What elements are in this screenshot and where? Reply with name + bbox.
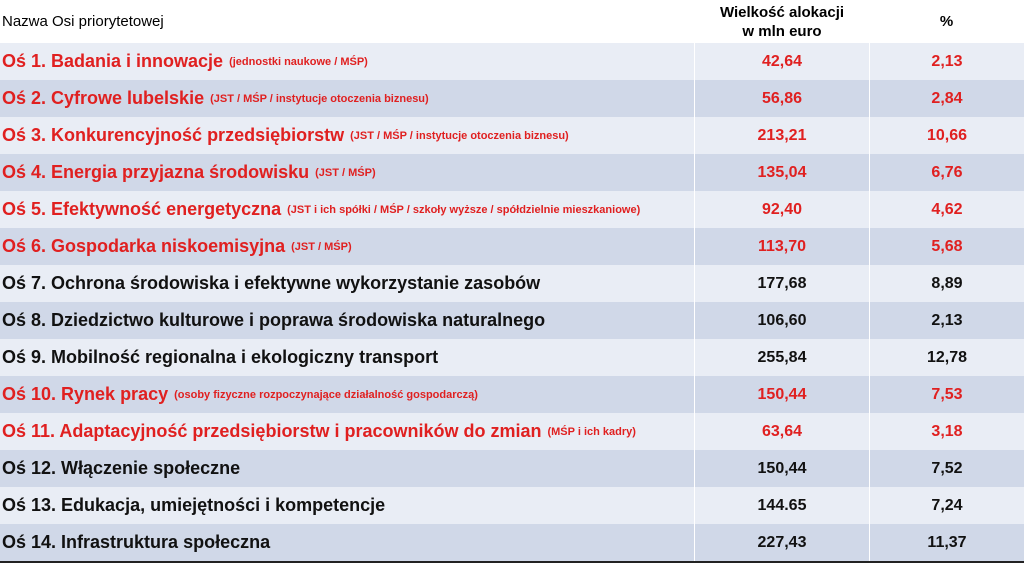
allocation-value: 42,64: [695, 43, 870, 80]
allocation-percent: 3,18: [931, 422, 963, 440]
allocation-percent: 2,84: [931, 89, 963, 107]
axis-name: Oś 12. Włączenie społeczne: [2, 458, 241, 478]
allocation-percent: 7,52: [931, 459, 963, 477]
table-row: Oś 6. Gospodarka niskoemisyjna (JST / MŚP…: [0, 228, 1024, 265]
table-row: Oś 5. Efektywność energetyczna (JST i ich…: [0, 191, 1024, 228]
axis-name-cell: Oś 6. Gospodarka niskoemisyjna (JST / MŚP…: [0, 228, 695, 265]
allocation-percent: 7,53: [931, 385, 963, 403]
table-row: Oś 3. Konkurencyjność przedsiębiorstw (JS…: [0, 117, 1024, 154]
axis-beneficiaries-note: (JST / MŚP): [291, 240, 352, 253]
allocation-value: 144.65: [695, 487, 870, 524]
axis-name: Oś 13. Edukacja, umiejętności i kompeten…: [2, 495, 386, 515]
allocation-value: 106,60: [695, 302, 870, 339]
axis-name-cell: Oś 13. Edukacja, umiejętności i kompeten…: [0, 487, 695, 524]
axis-name-cell: Oś 2. Cyfrowe lubelskie (JST / MŚP / inst…: [0, 80, 695, 117]
axis-name: Oś 1. Badania i innowacje: [2, 51, 224, 71]
axis-beneficiaries-note: (JST i ich spółki / MŚP / szkoły wyższe …: [287, 203, 641, 216]
axis-beneficiaries-note: (JST / MŚP): [315, 166, 376, 179]
allocation-percent: 2,13: [931, 311, 963, 329]
allocation-value: 177,68: [695, 265, 870, 302]
allocation-percent: 10,66: [926, 126, 968, 144]
table-row: Oś 11. Adaptacyjność przedsiębiorstw i p…: [0, 413, 1024, 450]
axis-name: Oś 14. Infrastruktura społeczna: [2, 532, 271, 552]
axis-name-cell: Oś 14. Infrastruktura społeczna: [0, 524, 695, 561]
axis-name-cell: Oś 1. Badania i innowacje (jednostki nauk…: [0, 43, 695, 80]
table-row: Oś 4. Energia przyjazna środowisku (JST /…: [0, 154, 1024, 191]
axis-name-cell: Oś 4. Energia przyjazna środowisku (JST /…: [0, 154, 695, 191]
axis-name: Oś 7. Ochrona środowiska i efektywne wyk…: [2, 273, 541, 293]
axis-beneficiaries-note: (MŚP i ich kadry): [547, 425, 636, 438]
axis-name: Oś 4. Energia przyjazna środowisku: [2, 162, 310, 182]
header-value-line1: Wielkość alokacji: [719, 3, 845, 21]
table-row: Oś 1. Badania i innowacje (jednostki nauk…: [0, 43, 1024, 80]
axis-name-cell: Oś 11. Adaptacyjność przedsiębiorstw i p…: [0, 413, 695, 450]
axis-beneficiaries-note: (JST / MŚP / instytucje otoczenia biznes…: [210, 92, 429, 105]
header-name: Nazwa Osi priorytetowej: [0, 0, 695, 43]
table-row: Oś 8. Dziedzictwo kulturowe i poprawa śr…: [0, 302, 1024, 339]
table-row: Oś 13. Edukacja, umiejętności i kompeten…: [0, 487, 1024, 524]
axis-name: Oś 3. Konkurencyjność przedsiębiorstw: [2, 125, 345, 145]
table-row: Oś 14. Infrastruktura społeczna 227,43 11,…: [0, 524, 1024, 561]
axis-name-cell: Oś 9. Mobilność regionalna i ekologiczny…: [0, 339, 695, 376]
allocation-percent: 4,62: [931, 200, 963, 218]
allocation-percent: 2,13: [931, 52, 963, 70]
axis-name-cell: Oś 10. Rynek pracy (osoby fizyczne rozpoc…: [0, 376, 695, 413]
axis-name: Oś 9. Mobilność regionalna i ekologiczny…: [2, 347, 439, 367]
allocation-percent: 5,68: [931, 237, 963, 255]
axis-beneficiaries-note: (JST / MŚP / instytucje otoczenia biznes…: [350, 129, 569, 142]
axis-name: Oś 10. Rynek pracy: [2, 384, 169, 404]
axis-name: Oś 11. Adaptacyjność przedsiębiorstw i p…: [2, 421, 542, 441]
allocation-percent: 6,76: [931, 163, 963, 181]
axis-name: Oś 2. Cyfrowe lubelskie: [2, 88, 205, 108]
axis-beneficiaries-note: (jednostki naukowe / MŚP): [229, 55, 368, 68]
table-row: Oś 9. Mobilność regionalna i ekologiczny…: [0, 339, 1024, 376]
table-row: Oś 12. Włączenie społeczne 150,44 7,52: [0, 450, 1024, 487]
allocation-percent: 11,37: [927, 533, 967, 551]
allocation-value: 213,21: [695, 117, 870, 154]
axis-name-cell: Oś 8. Dziedzictwo kulturowe i poprawa śr…: [0, 302, 695, 339]
header-percent: %: [870, 0, 1024, 43]
allocation-value: 150,44: [695, 450, 870, 487]
allocation-value: 63,64: [695, 413, 870, 450]
table-row: Oś 7. Ochrona środowiska i efektywne wyk…: [0, 265, 1024, 302]
allocation-value: 150,44: [695, 376, 870, 413]
allocation-value: 56,86: [695, 80, 870, 117]
header-value-line2: w mln euro: [742, 22, 822, 40]
axis-name-cell: Oś 3. Konkurencyjność przedsiębiorstw (JS…: [0, 117, 695, 154]
axis-name: Oś 8. Dziedzictwo kulturowe i poprawa śr…: [2, 310, 546, 330]
allocation-percent: 7,24: [931, 496, 963, 514]
table-header: Nazwa Osi priorytetowej Wielkość alokacj…: [0, 0, 1024, 43]
header-value: Wielkość alokacji w mln euro: [695, 0, 870, 43]
axis-name: Oś 6. Gospodarka niskoemisyjna: [2, 236, 286, 256]
allocation-percent: 8,89: [931, 274, 963, 292]
allocation-value: 113,70: [695, 228, 870, 265]
allocation-value: 92,40: [695, 191, 870, 228]
allocation-percent: 12,78: [926, 348, 968, 366]
bottom-rule: [0, 561, 1024, 563]
allocation-value: 255,84: [695, 339, 870, 376]
axis-beneficiaries-note: (osoby fizyczne rozpoczynające działalno…: [174, 388, 478, 401]
allocation-value: 135,04: [695, 154, 870, 191]
table-row: Oś 2. Cyfrowe lubelskie (JST / MŚP / inst…: [0, 80, 1024, 117]
axis-name: Oś 5. Efektywność energetyczna: [2, 199, 282, 219]
allocation-value: 227,43: [695, 524, 870, 561]
axis-name-cell: Oś 7. Ochrona środowiska i efektywne wyk…: [0, 265, 695, 302]
axis-name-cell: Oś 5. Efektywność energetyczna (JST i ich…: [0, 191, 695, 228]
axis-name-cell: Oś 12. Włączenie społeczne: [0, 450, 695, 487]
table-row: Oś 10. Rynek pracy (osoby fizyczne rozpoc…: [0, 376, 1024, 413]
